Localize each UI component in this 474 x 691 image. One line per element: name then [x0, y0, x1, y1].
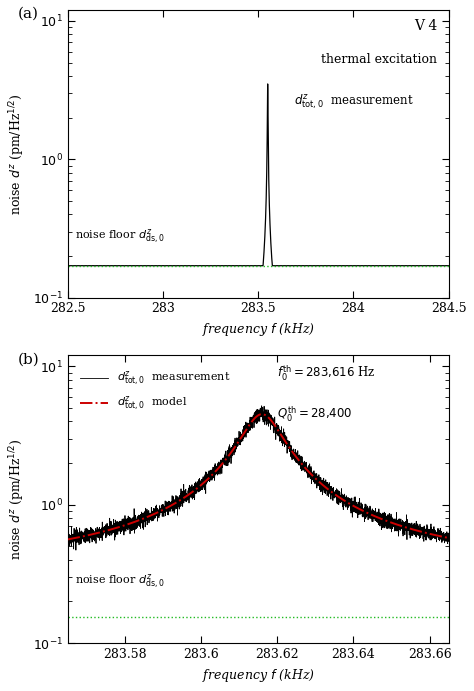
Legend: $d^z_{\mathrm{tot,0}}$  measurement, $d^z_{\mathrm{tot,0}}$  model: $d^z_{\mathrm{tot,0}}$ measurement, $d^z…	[77, 367, 234, 417]
$d^z_{\mathrm{tot,0}}$  measurement	[246, 424, 252, 432]
X-axis label: frequency $f$ (kHz): frequency $f$ (kHz)	[201, 321, 315, 338]
$d^z_{\mathrm{tot,0}}$  model	[259, 410, 265, 418]
X-axis label: frequency $f$ (kHz): frequency $f$ (kHz)	[201, 667, 315, 683]
Text: noise floor $d^z_{\mathrm{ds,0}}$: noise floor $d^z_{\mathrm{ds,0}}$	[75, 227, 165, 246]
Y-axis label: noise $d^z$ (pm/Hz$^{1/2}$): noise $d^z$ (pm/Hz$^{1/2}$)	[8, 93, 27, 215]
Text: (b): (b)	[18, 352, 40, 366]
$d^z_{\mathrm{tot,0}}$  measurement	[259, 401, 264, 410]
$d^z_{\mathrm{tot,0}}$  model	[434, 531, 440, 540]
Line: $d^z_{\mathrm{tot,0}}$  model: $d^z_{\mathrm{tot,0}}$ model	[68, 414, 449, 540]
Text: V 4: V 4	[414, 19, 437, 32]
$d^z_{\mathrm{tot,0}}$  measurement	[228, 452, 234, 460]
$d^z_{\mathrm{tot,0}}$  model	[342, 497, 347, 505]
$d^z_{\mathrm{tot,0}}$  measurement	[225, 447, 231, 455]
$d^z_{\mathrm{tot,0}}$  measurement	[434, 533, 440, 542]
$d^z_{\mathrm{tot,0}}$  measurement	[73, 546, 79, 554]
$d^z_{\mathrm{tot,0}}$  model	[246, 422, 252, 430]
Text: noise floor $d^z_{\mathrm{ds,0}}$: noise floor $d^z_{\mathrm{ds,0}}$	[75, 573, 165, 591]
$d^z_{\mathrm{tot,0}}$  model	[65, 536, 71, 544]
$d^z_{\mathrm{tot,0}}$  measurement	[415, 522, 421, 531]
$d^z_{\mathrm{tot,0}}$  measurement	[446, 533, 452, 542]
Text: $d^z_{\mathrm{tot,0}}$  measurement: $d^z_{\mathrm{tot,0}}$ measurement	[294, 93, 414, 111]
$d^z_{\mathrm{tot,0}}$  measurement	[342, 498, 347, 507]
Text: thermal excitation: thermal excitation	[321, 53, 437, 66]
$d^z_{\mathrm{tot,0}}$  model	[446, 534, 452, 542]
Text: (a): (a)	[18, 7, 39, 21]
Line: $d^z_{\mathrm{tot,0}}$  measurement: $d^z_{\mathrm{tot,0}}$ measurement	[68, 406, 449, 550]
$d^z_{\mathrm{tot,0}}$  model	[228, 448, 234, 457]
$d^z_{\mathrm{tot,0}}$  model	[225, 453, 230, 461]
Y-axis label: noise $d^z$ (pm/Hz$^{1/2}$): noise $d^z$ (pm/Hz$^{1/2}$)	[8, 438, 27, 560]
Text: $Q_0^{\mathrm{th}} = 28{,}400$: $Q_0^{\mathrm{th}} = 28{,}400$	[277, 404, 353, 424]
$d^z_{\mathrm{tot,0}}$  model	[415, 527, 421, 535]
Text: $f_0^{\mathrm{th}} = 283{,}616$ Hz: $f_0^{\mathrm{th}} = 283{,}616$ Hz	[277, 364, 376, 384]
$d^z_{\mathrm{tot,0}}$  measurement	[65, 534, 71, 542]
